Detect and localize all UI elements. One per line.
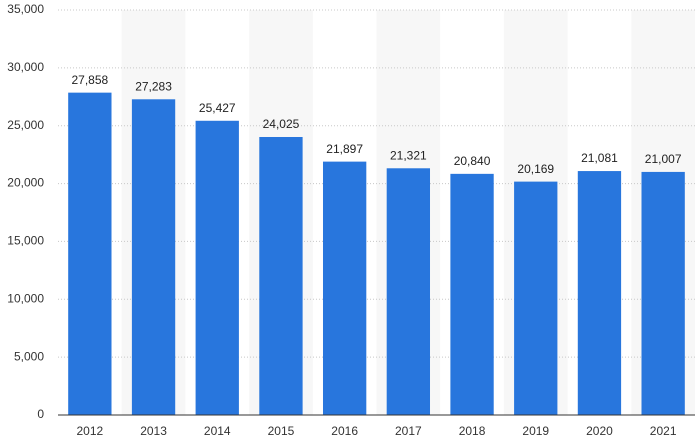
value-label: 21,321 — [390, 148, 427, 162]
y-tick-label: 20,000 — [7, 176, 44, 190]
value-label: 24,025 — [263, 117, 300, 131]
x-tick-label: 2020 — [586, 424, 613, 438]
y-tick-label: 0 — [37, 407, 44, 421]
x-tick-label: 2016 — [331, 424, 358, 438]
y-tick-label: 30,000 — [7, 60, 44, 74]
value-label: 20,169 — [517, 162, 554, 176]
value-label: 27,283 — [135, 79, 172, 93]
bar — [195, 120, 239, 415]
value-label: 21,897 — [326, 142, 363, 156]
value-label: 21,007 — [645, 152, 682, 166]
value-label: 20,840 — [454, 154, 491, 168]
y-tick-label: 35,000 — [7, 2, 44, 16]
bar — [450, 173, 494, 415]
x-tick-label: 2015 — [268, 424, 295, 438]
x-tick-label: 2021 — [650, 424, 677, 438]
y-tick-label: 25,000 — [7, 118, 44, 132]
bar — [131, 99, 176, 415]
bar — [641, 171, 685, 415]
x-tick-label: 2018 — [459, 424, 486, 438]
bar — [259, 136, 303, 415]
bar — [322, 161, 367, 415]
x-tick-label: 2014 — [204, 424, 231, 438]
bar — [577, 171, 622, 415]
bar — [386, 168, 431, 415]
y-tick-label: 5,000 — [14, 349, 44, 363]
value-label: 27,858 — [71, 73, 108, 87]
x-tick-label: 2017 — [395, 424, 422, 438]
bar — [68, 92, 112, 416]
y-tick-label: 15,000 — [7, 234, 44, 248]
bar — [514, 181, 558, 415]
y-tick-label: 10,000 — [7, 291, 44, 305]
x-tick-label: 2013 — [140, 424, 167, 438]
value-label: 21,081 — [581, 151, 618, 165]
x-tick-label: 2019 — [522, 424, 549, 438]
x-tick-label: 2012 — [76, 424, 103, 438]
value-label: 25,427 — [199, 101, 236, 115]
